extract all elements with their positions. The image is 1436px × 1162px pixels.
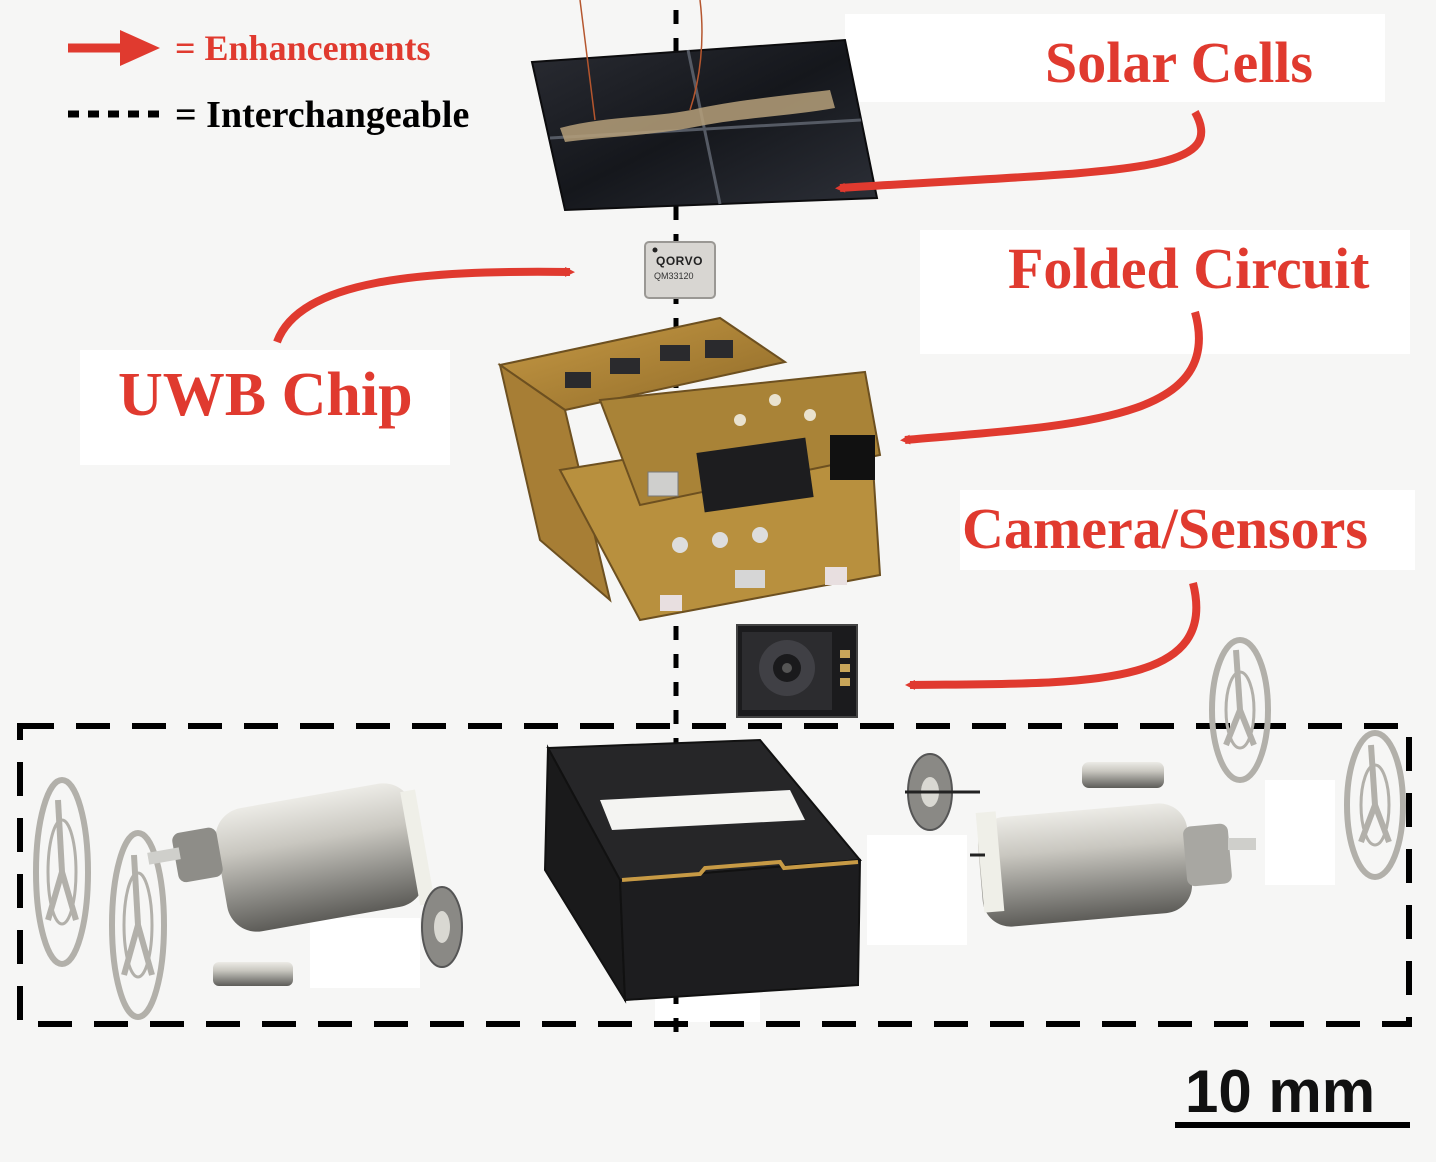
left-motor [147, 783, 435, 932]
left-pin [213, 962, 293, 986]
mask-uwb [80, 350, 450, 465]
uwb-chip-arrow [273, 266, 575, 344]
right-wheel-2 [1344, 730, 1406, 880]
camera-graphic [736, 624, 858, 718]
chassis-graphic [543, 738, 862, 1004]
label-uwb-chip: UWB Chip [118, 361, 413, 429]
interchangeable-box [17, 723, 1412, 1027]
mask-folded [920, 230, 1410, 354]
left-bearing [421, 886, 463, 968]
scale-bar-label: 10 mm [1185, 1058, 1376, 1125]
mask-solar [845, 14, 1385, 102]
mask-2 [867, 835, 967, 945]
mask-1 [310, 918, 420, 988]
folded-circuit-arrow [900, 310, 1203, 445]
left-wheel-2 [109, 830, 167, 1020]
camera-sensors-arrow [905, 582, 1201, 690]
left-wheel-1 [33, 777, 91, 967]
legend-red-arrow-icon [68, 30, 160, 66]
chip-model: QM33120 [654, 271, 694, 281]
mask-3 [1265, 780, 1335, 885]
label-camera-sensors: Camera/Sensors [962, 496, 1368, 561]
right-pin [1082, 762, 1164, 788]
right-motor [975, 803, 1256, 927]
legend-enhancements: = Enhancements [175, 28, 431, 68]
label-folded-circuit: Folded Circuit [1008, 236, 1370, 301]
mask-camera [960, 490, 1415, 570]
solar-cells-graphic [530, 0, 879, 212]
solar-cells-arrow [835, 110, 1206, 193]
legend-interchangeable: = Interchangeable [175, 94, 470, 136]
chip-brand: QORVO [656, 254, 703, 268]
right-wheel-1 [1209, 637, 1271, 783]
label-solar-cells: Solar Cells [1045, 30, 1313, 95]
folded-circuit-graphic [497, 316, 882, 622]
uwb-chip-graphic [644, 241, 716, 299]
